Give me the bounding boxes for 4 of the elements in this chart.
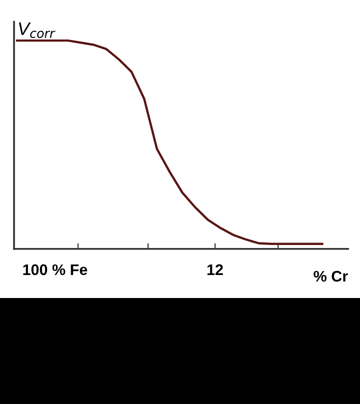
text: 12 (207, 264, 223, 275)
x-axis-title: % Cr (314, 270, 348, 282)
text: 100 % Fe (23, 264, 88, 276)
y-axis-title: V$_{corr}$ (18, 22, 56, 38)
